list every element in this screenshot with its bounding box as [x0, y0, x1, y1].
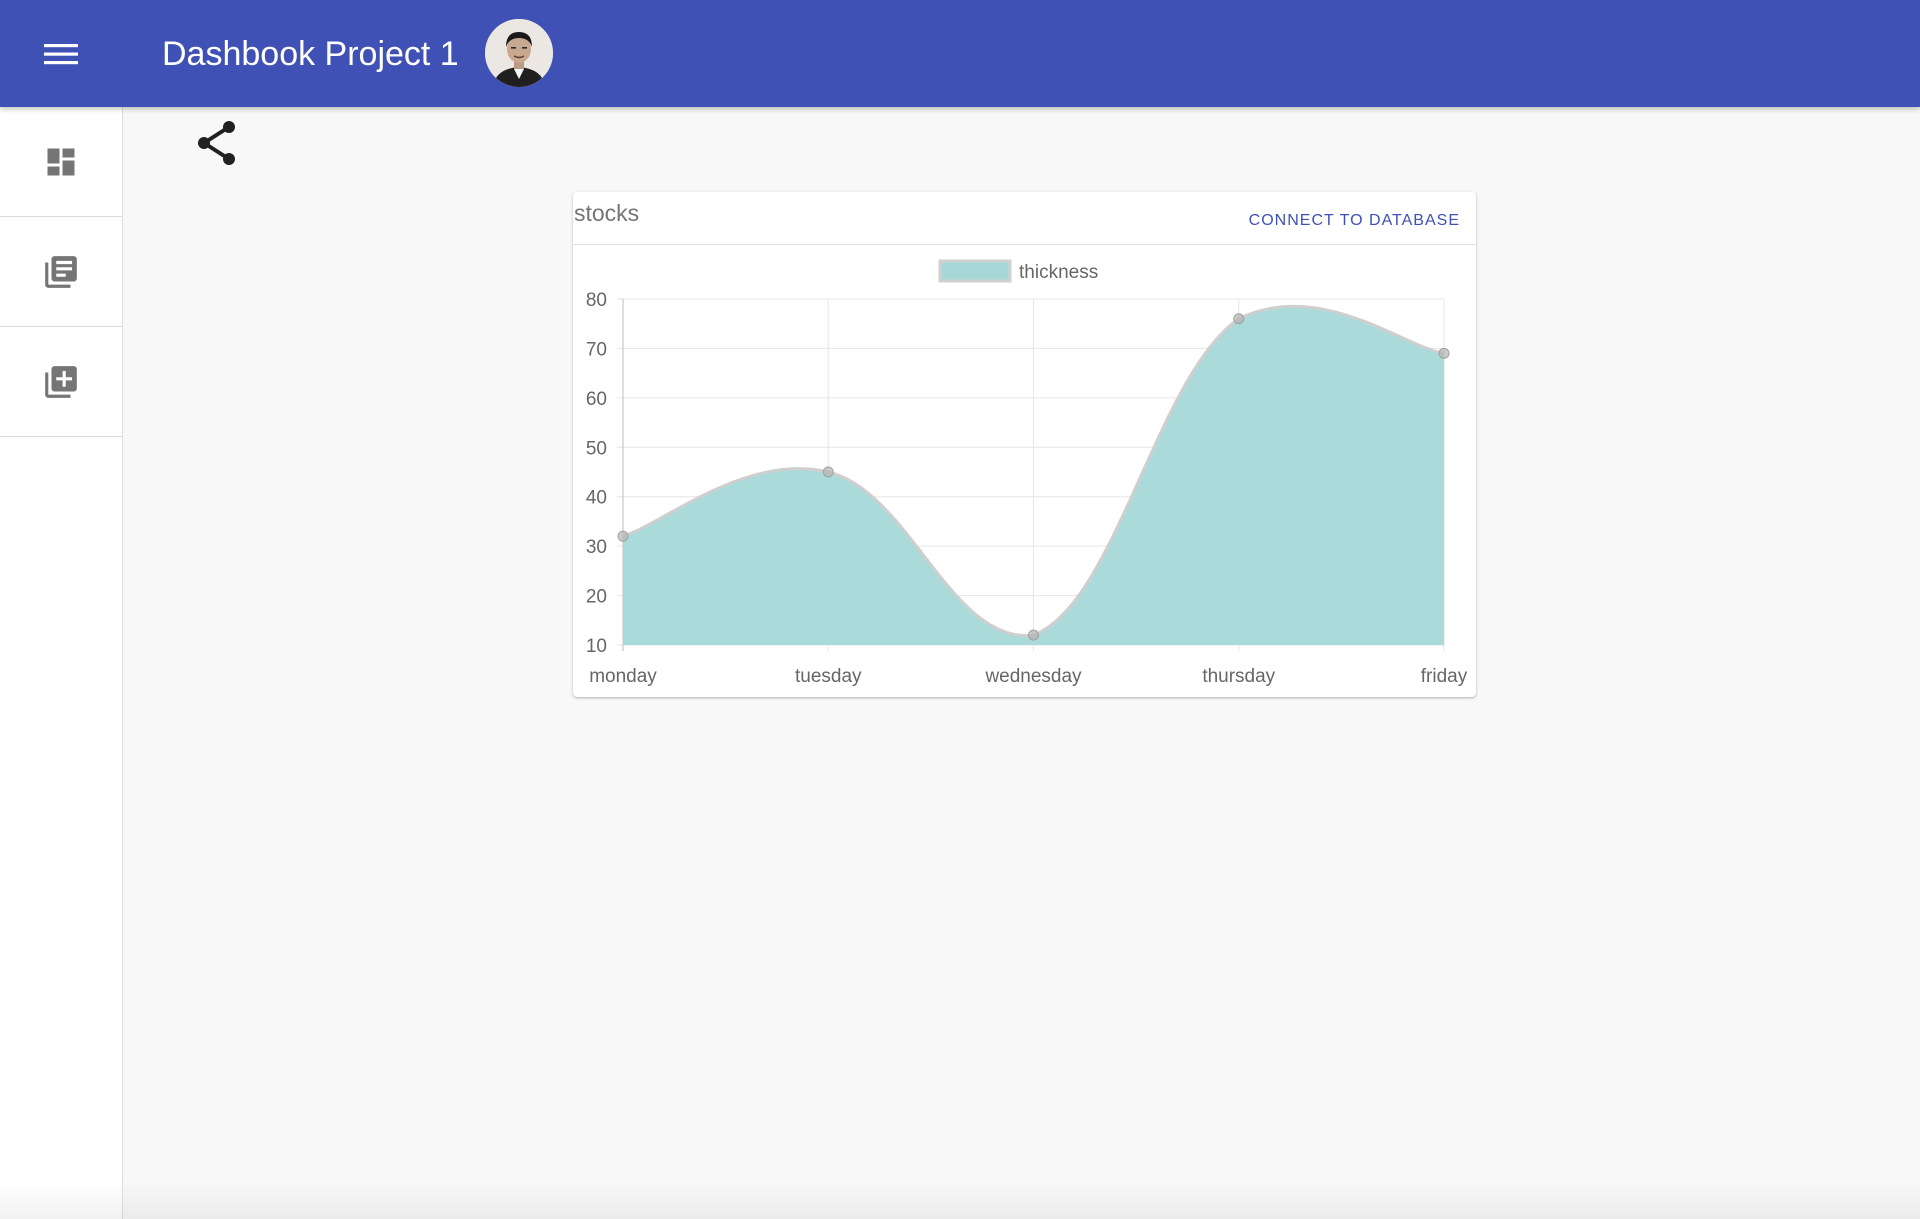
app-bar: Dashbook Project 1	[0, 0, 1920, 107]
sidebar	[0, 107, 123, 1219]
app-title: Dashbook Project 1	[162, 35, 459, 73]
x-tick-label-tuesday: tuesday	[795, 666, 862, 687]
sidebar-item-add[interactable]	[0, 327, 122, 437]
share-button[interactable]	[192, 118, 242, 168]
card-title: stocks	[574, 200, 640, 226]
series-area-thickness	[623, 306, 1444, 645]
dashboard-icon	[47, 148, 75, 175]
data-point-tuesday[interactable]	[822, 466, 834, 478]
y-tick-label: 60	[586, 389, 607, 410]
library-add-icon	[45, 365, 77, 398]
legend-swatch-thickness	[938, 259, 1012, 283]
data-point-thursday[interactable]	[1233, 313, 1245, 325]
y-tick-label: 20	[586, 587, 607, 608]
chart-legend[interactable]: thickness	[938, 259, 1098, 283]
avatar-portrait	[485, 19, 553, 87]
card-header: stocks CONNECT TO DATABASE	[573, 192, 1476, 245]
menu-button[interactable]	[30, 23, 92, 85]
menu-icon	[44, 44, 78, 65]
x-tick-label-monday: monday	[589, 666, 657, 687]
y-tick-label: 80	[586, 290, 607, 311]
share-icon	[198, 121, 235, 165]
sidebar-item-library[interactable]	[0, 217, 122, 327]
chart-card: stocks CONNECT TO DATABASE 80 70 60 50 40 30 2…	[573, 192, 1476, 697]
y-tick-label: 30	[586, 537, 607, 558]
x-tick-label-thursday: thursday	[1202, 666, 1275, 687]
x-tick-label-wednesday: wednesday	[984, 666, 1082, 687]
y-tick-label: 10	[586, 636, 607, 657]
bottom-shadow	[0, 1180, 1920, 1219]
y-tick-label: 40	[586, 488, 607, 509]
data-point-friday[interactable]	[1438, 347, 1450, 359]
connect-to-database-button[interactable]: CONNECT TO DATABASE	[1248, 212, 1460, 229]
data-point-wednesday[interactable]	[1028, 629, 1039, 641]
sidebar-item-dashboard[interactable]	[0, 107, 122, 217]
y-tick-label: 70	[586, 339, 607, 360]
user-avatar[interactable]	[485, 19, 553, 87]
stocks-chart: 80 70 60 50 40 30 20 10 monday tuesday wednesday t…	[586, 259, 1468, 687]
library-books-icon	[45, 255, 77, 288]
data-point-monday[interactable]	[617, 530, 629, 542]
legend-label-thickness: thickness	[1019, 262, 1098, 283]
y-tick-label: 50	[586, 438, 607, 459]
x-tick-label-friday: friday	[1421, 666, 1468, 687]
